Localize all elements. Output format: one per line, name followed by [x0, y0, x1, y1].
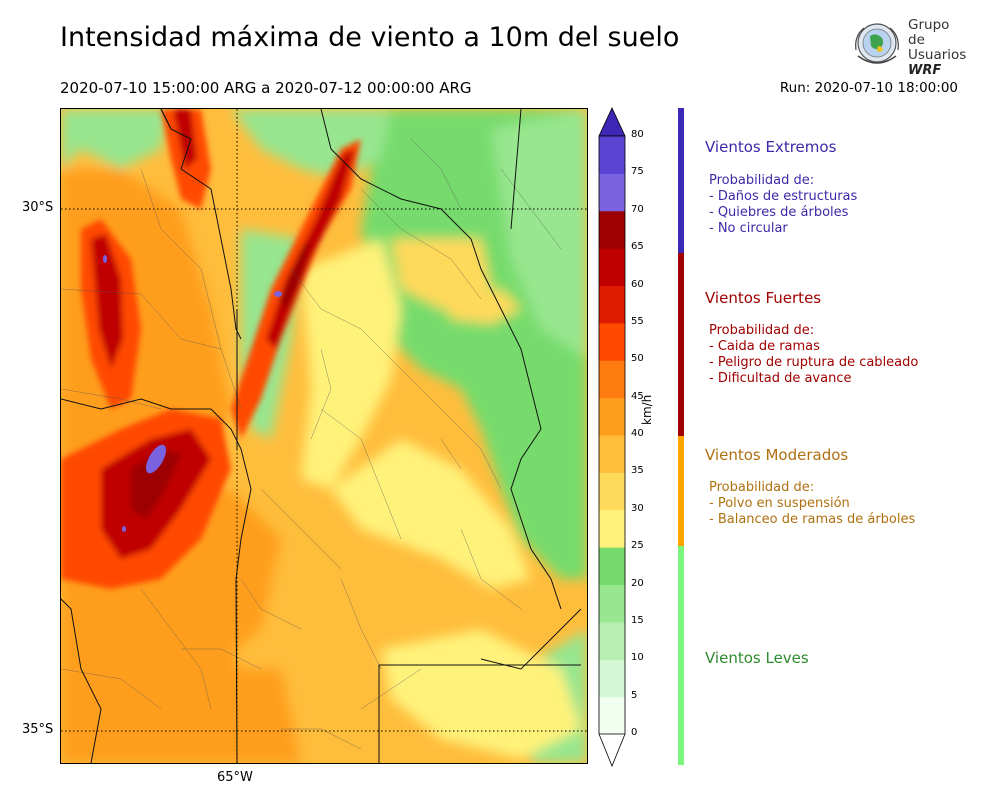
category-description-line: - Dificultad de avance — [709, 371, 852, 386]
colorbar-tick-label: 70 — [631, 203, 644, 215]
category-color-bar — [678, 253, 684, 436]
category-description: Probabilidad de: - Daños de estructuras - … — [709, 173, 857, 237]
category-description-line: Probabilidad de: — [709, 173, 815, 188]
colorbar-tick-label: 0 — [631, 727, 638, 738]
category-description: Probabilidad de: - Polvo en suspensión - B… — [709, 480, 915, 528]
colorbar-tick-label: 25 — [631, 540, 644, 552]
colorbar-band — [599, 435, 625, 473]
extreme-spot — [145, 444, 167, 474]
category-description-line: - No circular — [709, 221, 788, 236]
category-title: Vientos Leves — [705, 649, 809, 667]
colorbar-band — [599, 547, 625, 585]
category-color-bar — [678, 546, 684, 765]
logo-line-3: WRF — [908, 63, 942, 78]
colorbar-band — [599, 397, 625, 436]
colorbar-band — [599, 621, 625, 660]
colorbar-tick-label: 10 — [631, 652, 644, 664]
logo-text: Grupo de Usuarios WRF — [908, 17, 968, 79]
colorbar-band — [599, 285, 625, 324]
graticule — [61, 109, 587, 763]
colorbar-band — [599, 696, 625, 735]
category-description-line: Probabilidad de: — [709, 480, 815, 495]
colorbar-frame — [598, 135, 626, 735]
category-description-line: - Quiebres de árboles — [709, 205, 849, 220]
colorbar — [598, 107, 626, 768]
category-description-line: - Caida de ramas — [709, 339, 820, 354]
category-color-bar — [678, 108, 684, 253]
wind-map-canvas — [61, 109, 587, 763]
colorbar-tick-label: 45 — [631, 390, 644, 402]
category-description: Probabilidad de: - Caida de ramas - Peligr… — [709, 323, 918, 387]
category-description-line: - Polvo en suspensión — [709, 496, 850, 511]
colorbar-tick-label: 30 — [631, 502, 644, 514]
lat-label-35s: 35°S — [22, 722, 54, 737]
colorbar-tick-label: 15 — [631, 614, 644, 626]
colorbar-tick-label: 50 — [631, 353, 644, 365]
colorbar-band — [599, 248, 625, 286]
colorbar-tick-label: 40 — [631, 428, 644, 439]
category-color-bar — [678, 436, 684, 546]
category-description-line: Probabilidad de: — [709, 323, 815, 338]
colorbar-tick-label: 80 — [631, 129, 644, 140]
colorbar-band — [599, 360, 625, 399]
category-description-line: - Daños de estructuras — [709, 189, 858, 204]
colorbar-tick-label: 55 — [631, 315, 644, 327]
date-range: 2020-07-10 15:00:00 ARG a 2020-07-12 00:… — [60, 79, 472, 97]
category-description-line: - Peligro de ruptura de cableado — [709, 355, 919, 370]
wrf-logo: Grupo de Usuarios WRF — [848, 16, 968, 78]
logo-line-2: Usuarios — [908, 47, 967, 63]
colorbar-over-arrow — [598, 107, 626, 137]
colorbar-under-arrow — [598, 733, 626, 768]
lon-label-65w: 65°W — [217, 770, 253, 785]
colorbar-band — [599, 136, 625, 174]
province-boundaries — [61, 109, 582, 763]
category-title: Vientos Extremos — [705, 138, 837, 156]
colorbar-tick-label: 20 — [631, 577, 644, 589]
colorbar-tick-label: 5 — [631, 689, 638, 701]
colorbar-tick-label: 60 — [631, 278, 644, 290]
globe-icon — [855, 23, 899, 64]
wind-map — [60, 108, 588, 764]
extreme-spot — [274, 291, 282, 297]
colorbar-band — [599, 584, 625, 623]
extreme-spot — [103, 255, 107, 263]
colorbar-tick-label: 35 — [631, 465, 644, 477]
logo-line-1: Grupo de — [908, 17, 950, 48]
colorbar-tick-label: 75 — [631, 166, 644, 178]
colorbar-band — [599, 472, 625, 511]
category-description-line: - Balanceo de ramas de árboles — [709, 512, 916, 527]
colorbar-band — [599, 509, 625, 548]
colorbar-band — [599, 210, 625, 249]
colorbar-unit-label: km/h — [640, 394, 654, 425]
colorbar-tick-label: 65 — [631, 241, 644, 253]
extreme-spot — [122, 526, 126, 532]
category-title: Vientos Fuertes — [705, 289, 822, 307]
wind-field-strong — [61, 109, 361, 589]
colorbar-band — [599, 173, 625, 212]
page-title: Intensidad máxima de viento a 10m del su… — [60, 22, 680, 53]
run-label: Run: 2020-07-10 18:00:00 — [779, 80, 958, 96]
colorbar-band — [599, 659, 625, 698]
colorbar-band — [599, 322, 625, 361]
category-title: Vientos Moderados — [705, 446, 849, 464]
lat-label-30s: 30°S — [22, 200, 54, 215]
